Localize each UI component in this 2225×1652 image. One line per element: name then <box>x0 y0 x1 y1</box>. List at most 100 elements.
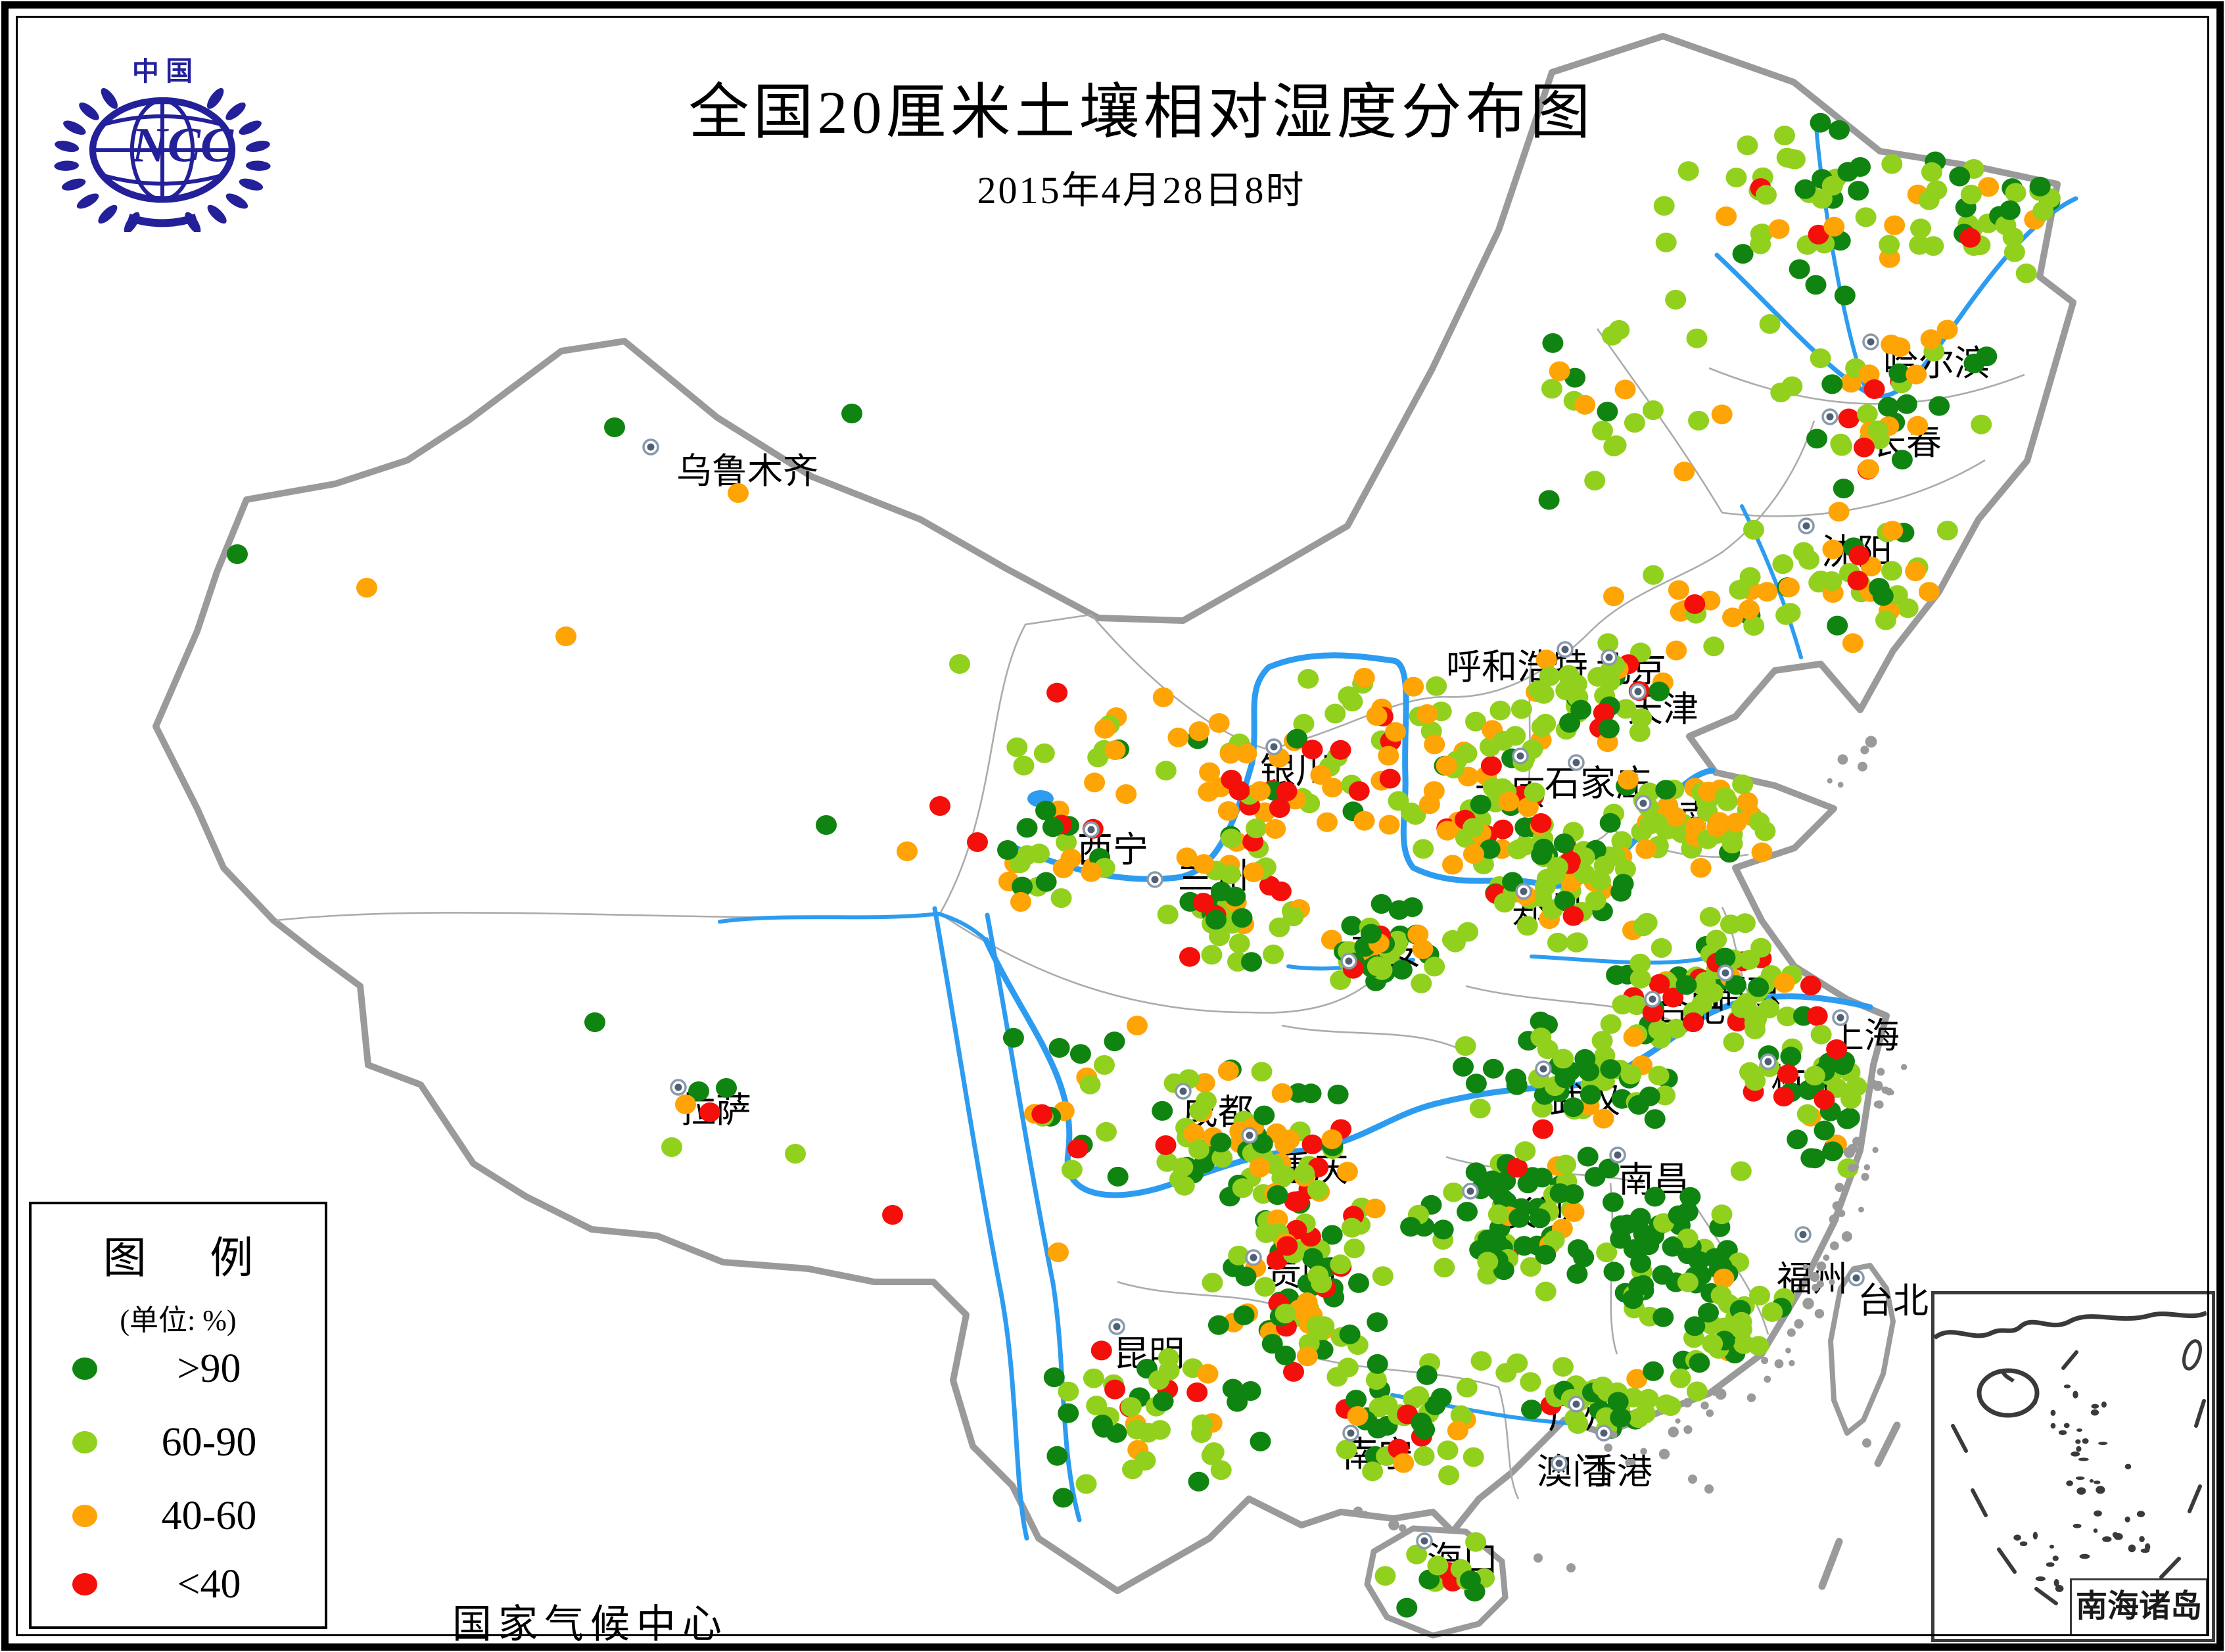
station-dot <box>1593 856 1615 876</box>
station-dot <box>1126 1419 1148 1440</box>
station-dot <box>1269 917 1290 937</box>
station-dot <box>1096 1121 1117 1142</box>
station-dot <box>2005 183 2026 203</box>
coastal-islands <box>1353 736 1908 1572</box>
station-dot <box>1995 215 2017 235</box>
station-dot <box>1514 1141 1536 1162</box>
station-dot <box>1655 232 1677 252</box>
station-dot <box>1407 924 1429 945</box>
legend-row: >90 <box>32 1346 325 1392</box>
city-marker <box>1568 1396 1585 1413</box>
station-dot <box>1531 887 1553 907</box>
station-dot <box>728 483 749 503</box>
station-dot <box>1263 944 1284 964</box>
station-dot <box>1348 781 1370 801</box>
station-dot <box>1400 1217 1422 1237</box>
station-dot <box>1749 1285 1771 1306</box>
credit-text: 国家气候中心 <box>452 1603 728 1646</box>
station-dot <box>1562 1097 1584 1118</box>
city-label: 澳门 <box>1537 1452 1608 1492</box>
station-dot <box>1804 1066 1825 1086</box>
station-dot <box>1810 348 1831 368</box>
station-dot <box>1549 1183 1571 1204</box>
station-dot <box>1405 805 1426 825</box>
station-dot <box>1492 819 1514 839</box>
station-dot <box>1872 586 1894 606</box>
station-dot <box>1737 135 1758 156</box>
station-dot <box>1743 616 1765 636</box>
station-dot <box>1610 1407 1631 1428</box>
station-dot <box>1201 945 1223 965</box>
station-dot <box>1367 1312 1388 1333</box>
station-dot <box>882 1205 903 1225</box>
station-dot <box>1848 181 1869 201</box>
station-dot <box>1179 947 1200 967</box>
station-dot <box>1881 335 1902 354</box>
station-dot <box>1706 930 1727 950</box>
page-subtitle: 2015年4月28日8时 <box>977 169 1306 212</box>
station-dot <box>1294 1164 1315 1183</box>
station-dot <box>1629 1208 1651 1228</box>
station-dot <box>1662 987 1684 1008</box>
station-dot <box>1936 319 1958 340</box>
station-dot <box>1666 640 1687 661</box>
city-marker <box>1342 1425 1359 1442</box>
city-marker <box>1609 1146 1626 1164</box>
city-marker <box>1265 738 1282 755</box>
station-dot <box>604 417 625 437</box>
station-dot <box>1266 1250 1288 1270</box>
station-dot <box>1918 190 1940 210</box>
legend-dot-40-60 <box>72 1505 97 1527</box>
station-dot <box>1509 1208 1530 1228</box>
station-dot <box>699 1102 720 1122</box>
station-dot <box>555 626 576 646</box>
station-dot <box>1831 436 1852 456</box>
station-dot <box>1283 1361 1304 1382</box>
station-dot <box>1232 1178 1253 1198</box>
station-dot <box>1048 1242 1069 1262</box>
station-dot <box>1434 1258 1455 1278</box>
station-dot <box>1469 1098 1491 1119</box>
station-dot <box>1617 770 1639 790</box>
station-dot <box>1507 839 1529 860</box>
station-dot <box>1733 1334 1754 1354</box>
station-dot <box>1061 1160 1083 1180</box>
station-dot <box>1379 768 1401 789</box>
logo-cn-text: 中 国 <box>132 58 193 86</box>
station-dot <box>1378 814 1400 835</box>
station-dot <box>1321 1225 1343 1245</box>
legend-row: 60-90 <box>32 1419 325 1465</box>
station-dot <box>1574 864 1595 884</box>
station-dot <box>1959 227 1981 248</box>
station-dot <box>1848 546 1870 565</box>
station-dot <box>1176 847 1198 868</box>
station-dot <box>1677 1272 1698 1292</box>
inset-label-box: 南海诸岛 <box>2070 1578 2208 1636</box>
station-dot <box>1665 289 1687 310</box>
station-dot <box>1646 813 1668 833</box>
station-dot <box>1300 1083 1322 1104</box>
station-dot <box>1084 772 1106 793</box>
station-dot <box>1668 580 1689 600</box>
station-dot <box>1643 1361 1664 1381</box>
station-dot <box>1210 1133 1232 1152</box>
station-dot <box>1529 1208 1551 1229</box>
station-dot <box>1754 821 1776 841</box>
station-dot <box>1276 781 1298 801</box>
station-dot <box>1759 314 1781 334</box>
station-dot <box>1823 216 1845 237</box>
station-dot <box>1211 1148 1233 1168</box>
station-dot <box>1780 1047 1802 1067</box>
station-dot <box>1779 603 1801 623</box>
station-dot <box>1225 886 1246 907</box>
station-dot <box>1033 743 1055 763</box>
station-dot <box>1628 1408 1649 1428</box>
station-dot <box>1603 1262 1625 1282</box>
station-dot <box>1603 586 1624 607</box>
station-dot <box>1418 794 1440 814</box>
station-dot <box>897 841 918 861</box>
station-dot <box>1346 1390 1367 1410</box>
station-dot <box>1923 236 1944 256</box>
station-dot <box>1626 995 1647 1016</box>
station-dot <box>1207 1315 1229 1335</box>
